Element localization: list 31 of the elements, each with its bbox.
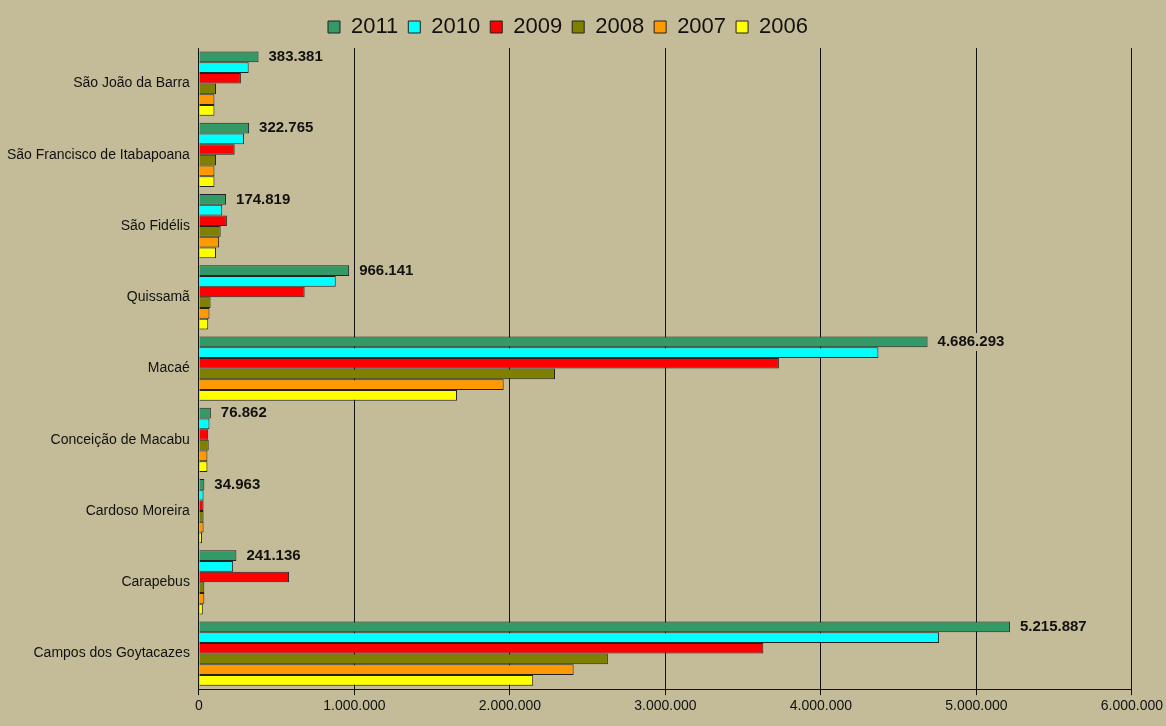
x-tick-label: 6.000.000	[1100, 697, 1164, 714]
y-tick-label: São João da Barra	[73, 74, 191, 91]
data-label: 966.141	[359, 260, 414, 278]
y-tick-label: Conceição de Macabu	[50, 430, 190, 447]
data-label: 383.381	[268, 47, 323, 65]
x-tick-label: 5.000.000	[945, 697, 1008, 714]
data-label: 34.963	[214, 474, 261, 492]
y-tick-label: Macaé	[147, 359, 191, 376]
x-tick-label: 4.000.000	[789, 697, 853, 714]
data-label: 4.686.293	[937, 332, 1005, 350]
legend-label: 2009	[513, 13, 563, 39]
y-tick-label: São Fidélis	[120, 216, 190, 233]
y-tick-label: São Francisco de Itabapoana	[7, 145, 191, 162]
y-tick-label: Quissamã	[126, 288, 191, 305]
data-label: 322.765	[259, 118, 314, 136]
x-tick-label: 3.000.000	[634, 697, 697, 714]
legend-label: 2007	[677, 13, 727, 39]
data-label: 5.215.887	[1019, 617, 1087, 634]
x-tick-label: 1.000.000	[323, 697, 386, 714]
legend-label: 2011	[350, 13, 399, 39]
y-tick-label: Campos dos Goytacazes	[33, 644, 190, 661]
y-tick-label: Cardoso Moreira	[85, 501, 191, 518]
legend-label: 2010	[431, 13, 481, 39]
y-tick-label: Carapebus	[121, 573, 190, 590]
data-label: 174.819	[236, 189, 291, 207]
legend-label: 2006	[759, 13, 809, 39]
x-tick-label: 2.000.000	[478, 697, 542, 714]
legend-label: 2008	[595, 13, 645, 39]
data-label: 241.136	[246, 545, 301, 563]
data-label: 76.862	[220, 403, 267, 421]
x-tick-label: 0	[195, 697, 203, 714]
